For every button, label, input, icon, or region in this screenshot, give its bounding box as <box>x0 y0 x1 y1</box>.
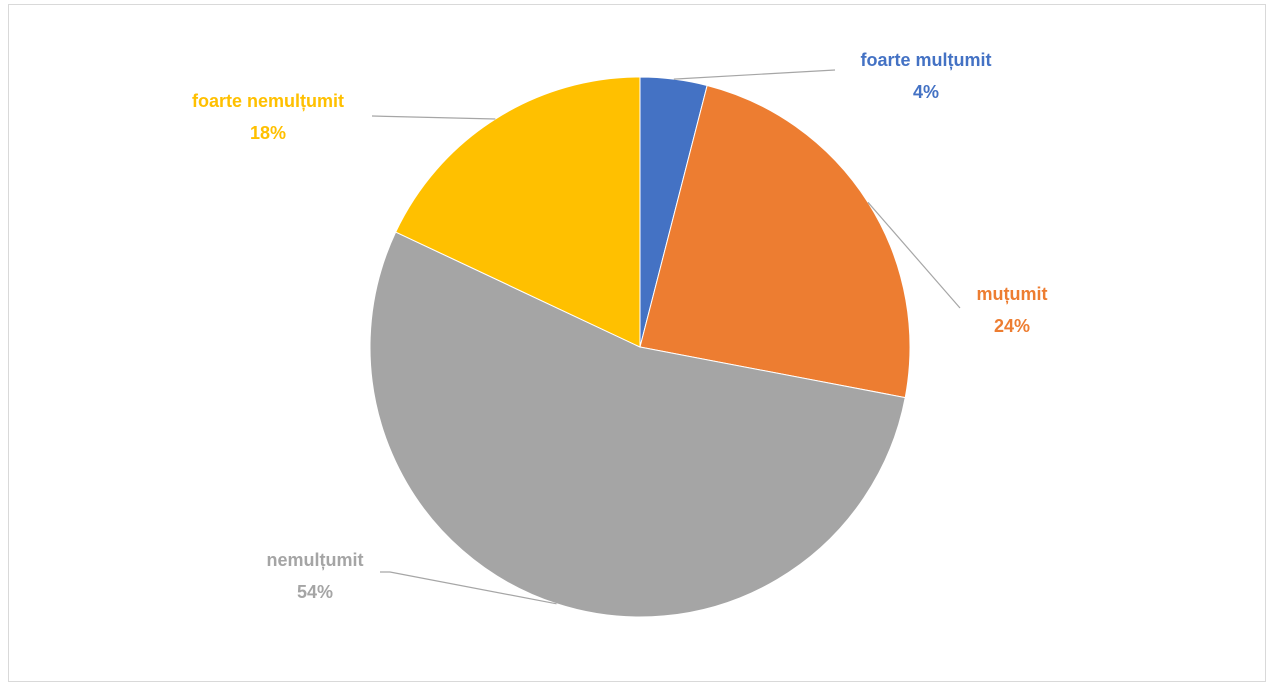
data-label-value-foarte-multumit: 4% <box>913 82 939 102</box>
leader-line-mutumit <box>867 201 961 309</box>
pie-slice-mutumit <box>639 84 911 399</box>
data-label-category-foarte-multumit: foarte mulțumit <box>860 50 991 70</box>
leader-line-foarte-nemultumit <box>371 115 496 120</box>
pie-slice-nemultumit <box>369 231 906 618</box>
pie-slice-foarte-nemultumit <box>395 76 641 348</box>
data-label-category-foarte-nemultumit: foarte nemulțumit <box>192 91 344 111</box>
leader-line-nemultumit <box>380 571 557 605</box>
data-label-category-mutumit: muțumit <box>977 284 1048 304</box>
data-label-value-mutumit: 24% <box>994 316 1030 336</box>
data-label-value-nemultumit: 54% <box>297 582 333 602</box>
data-label-value-foarte-nemultumit: 18% <box>250 123 286 143</box>
data-label-category-nemultumit: nemulțumit <box>267 550 364 570</box>
leader-line-foarte-multumit <box>673 69 836 80</box>
